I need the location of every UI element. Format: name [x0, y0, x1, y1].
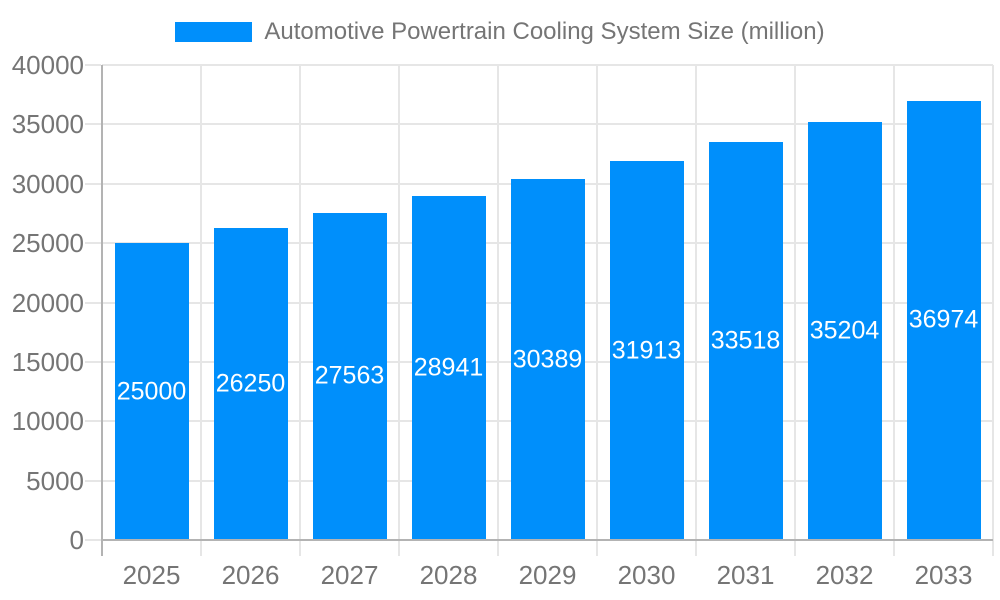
- bar-2031[interactable]: 33518: [708, 141, 783, 540]
- x-axis-label: 2031: [716, 560, 775, 590]
- y-axis-label: 40000: [11, 50, 84, 80]
- y-axis-label: 25000: [11, 228, 84, 259]
- bar-2029[interactable]: 30389: [510, 179, 585, 540]
- x-axis-label: 2029: [518, 560, 577, 590]
- bar-value-label: 33518: [710, 326, 781, 355]
- bar-value-label: 30389: [512, 345, 583, 374]
- y-gridline: [102, 64, 993, 66]
- x-gridline: [200, 65, 202, 540]
- y-tick: [85, 301, 101, 304]
- x-axis-label: 2033: [914, 560, 973, 590]
- y-tick: [85, 242, 101, 245]
- y-axis-line: [101, 65, 103, 556]
- x-axis-label: 2025: [122, 560, 181, 590]
- x-axis-label: 2030: [617, 560, 676, 590]
- x-axis-line: [101, 539, 993, 541]
- bar-2026[interactable]: 26250: [213, 228, 288, 540]
- y-axis-label: 0: [69, 525, 84, 555]
- x-gridline: [596, 65, 598, 540]
- y-axis-label: 5000: [26, 465, 84, 496]
- legend-swatch: [175, 22, 253, 42]
- x-gridline: [992, 65, 994, 540]
- plot-area: 25000 26250 27563 28941 30389 31913 33518 35204…: [102, 64, 994, 540]
- x-gridline: [893, 65, 895, 540]
- y-axis-label: 15000: [11, 346, 84, 377]
- x-tick: [992, 540, 994, 556]
- bar-2030[interactable]: 31913: [609, 161, 684, 540]
- y-gridline: [102, 123, 993, 126]
- bar-value-label: 25000: [116, 377, 187, 406]
- bar-value-label: 27563: [314, 361, 385, 390]
- bar-2027[interactable]: 27563: [312, 212, 387, 540]
- bar-2033[interactable]: 36974: [906, 100, 981, 540]
- legend-label: Automotive Powertrain Cooling System Siz…: [264, 18, 825, 45]
- y-tick: [85, 539, 101, 541]
- x-tick: [398, 540, 400, 556]
- bar-value-label: 26250: [215, 369, 286, 398]
- x-tick: [893, 540, 895, 556]
- bar-value-label: 31913: [611, 336, 682, 365]
- y-tick: [85, 360, 101, 363]
- x-tick: [695, 540, 697, 556]
- x-tick: [299, 540, 301, 556]
- x-axis-label: 2026: [221, 560, 280, 590]
- x-tick: [200, 540, 202, 556]
- x-tick: [794, 540, 796, 556]
- x-gridline: [497, 65, 499, 540]
- bar-2032[interactable]: 35204: [807, 121, 882, 540]
- x-axis-label: 2028: [419, 560, 478, 590]
- x-tick: [497, 540, 499, 556]
- bar-value-label: 28941: [413, 353, 484, 382]
- bar-value-label: 35204: [809, 316, 880, 345]
- y-axis-label: 35000: [11, 109, 84, 140]
- bar-2025[interactable]: 25000: [114, 243, 189, 540]
- x-gridline: [695, 65, 697, 540]
- x-tick: [596, 540, 598, 556]
- y-tick: [85, 64, 101, 66]
- x-axis-label: 2027: [320, 560, 379, 590]
- y-axis-label: 30000: [11, 168, 84, 199]
- y-axis-label: 10000: [11, 406, 84, 437]
- x-gridline: [299, 65, 301, 540]
- y-tick: [85, 123, 101, 126]
- bar-value-label: 36974: [908, 305, 979, 334]
- legend[interactable]: Automotive Powertrain Cooling System Siz…: [0, 14, 1000, 50]
- x-gridline: [794, 65, 796, 540]
- y-axis-label: 20000: [11, 287, 84, 318]
- x-axis-label: 2032: [815, 560, 874, 590]
- bar-2028[interactable]: 28941: [411, 196, 486, 540]
- x-gridline: [398, 65, 400, 540]
- y-tick: [85, 420, 101, 423]
- y-tick: [85, 479, 101, 482]
- y-tick: [85, 182, 101, 185]
